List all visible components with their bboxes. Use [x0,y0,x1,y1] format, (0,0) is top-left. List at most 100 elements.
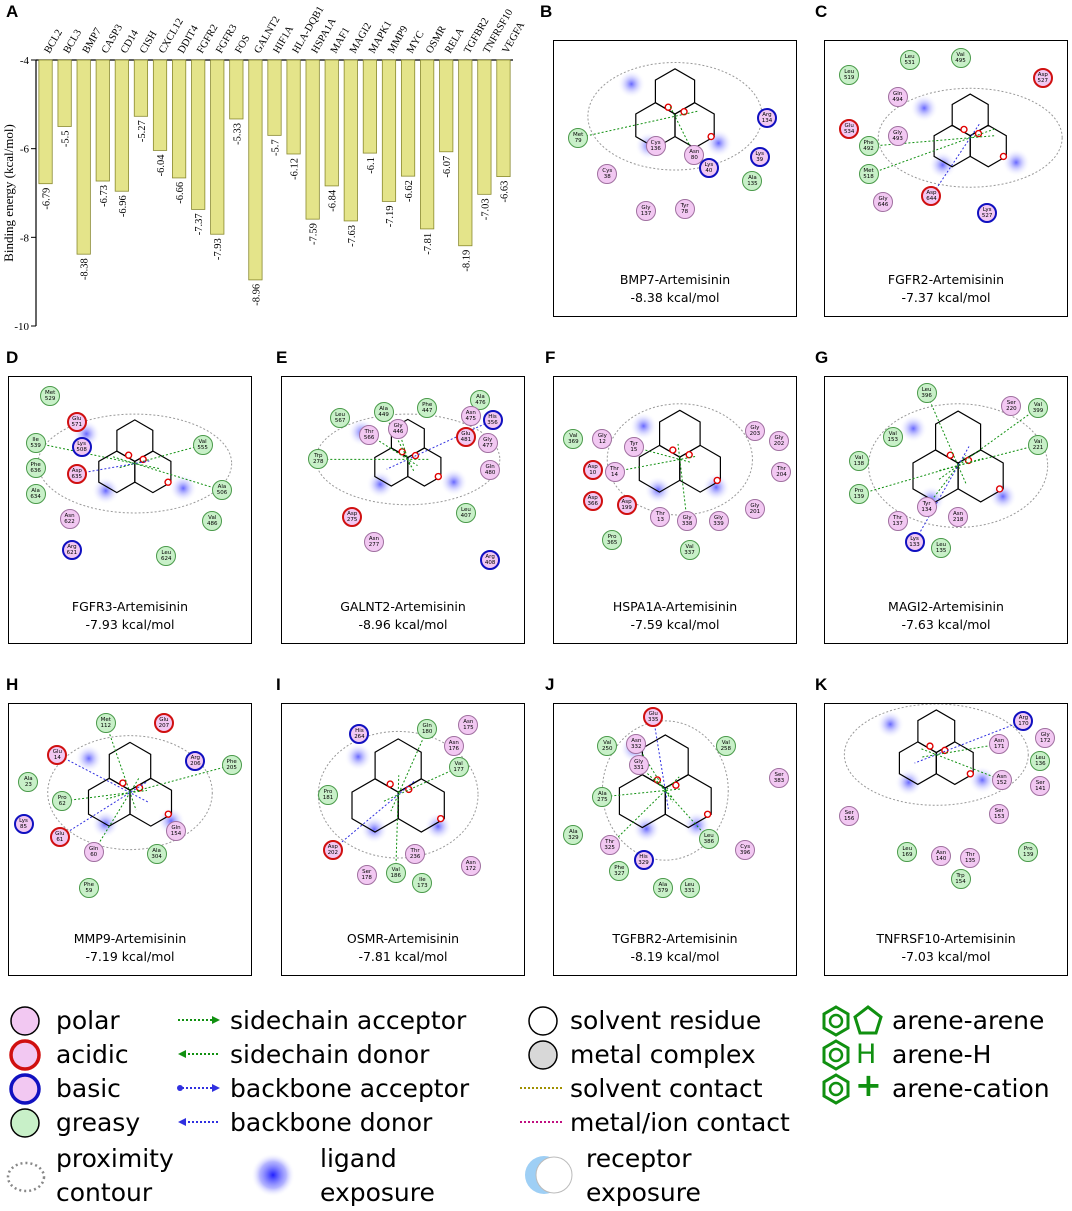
residue-ala-23: Ala 23 [18,772,39,793]
legend-proximity-label-1: proximity [56,1144,174,1173]
residue-name: Val [198,438,207,445]
residue-number: 365 [606,539,618,546]
residue-name: Asn [465,860,476,867]
legend-ligand-exposure-label-1: ligand [320,1144,397,1173]
residue-number: 176 [448,746,460,753]
residue-ala-135: Ala 135 [742,170,763,191]
residue-number: 152 [996,779,1007,786]
ligand-exposure-blob [704,129,733,158]
residue-name: Lys [982,207,992,213]
binding-energy-value: -7.37 kcal/mol [901,290,991,305]
residue-phe-492: Phe 492 [858,136,879,157]
residue-name: Val [569,432,578,439]
ligand-exposure-blob [629,412,658,441]
residue-number: 156 [843,815,855,822]
value-label-magi2: -7.63 [347,225,358,247]
value-label-cxcl12: -6.04 [156,154,167,177]
residue-name: Thr [655,511,666,518]
bar-rela [439,59,454,153]
interaction-line [105,722,137,811]
residue-gly-446: Gly 446 [388,418,409,439]
residue-asn-332: Asn 332 [626,734,647,755]
residue-name: Ala [476,393,485,400]
residue-ala-275: Ala 275 [592,786,613,807]
residue-number: 136 [1035,760,1046,767]
oxygen-atom [436,814,445,823]
residue-name: Asp [926,189,937,196]
residue-val-250: Val 250 [597,736,618,757]
residue-number: 338 [681,521,693,528]
legend-greasy-label: greasy [56,1108,141,1137]
residue-number: 339 [713,521,724,528]
legend-receptor-exposure-label-1: receptor [586,1144,692,1173]
residue-number: 329 [638,860,649,867]
residue-arg-134: Arg 134 [756,108,777,129]
residue-name: Asn [996,773,1007,780]
residue-number: 486 [207,521,218,528]
residue-name: Asn [448,740,459,747]
residue-ser-220: Ser 220 [1001,395,1022,416]
residue-leu-407: Leu 407 [455,502,476,523]
panel-label-b: B [540,2,553,21]
oxygen-atom [386,780,394,788]
oxygen-atom [434,472,442,481]
residue-met-79: Met 79 [568,127,589,148]
residue-number: 332 [631,744,642,751]
ligand-ring [641,734,689,789]
residue-gln-60: Gln 60 [83,841,104,862]
residue-name: Val [1033,401,1043,408]
bar-myc [400,59,416,177]
residue-ser-156: Ser 156 [839,805,860,826]
value-label-myc: -6.62 [404,180,415,202]
residue-gly-202: Gly 202 [769,430,790,451]
residue-phe-447: Phe 447 [417,397,438,418]
interaction-line [386,419,493,470]
residue-number: 331 [633,765,644,772]
ligand-diagram-c [868,87,1063,197]
residue-number: 494 [892,96,903,103]
residue-number: 172 [1039,737,1051,744]
complex-name: BMP7-Artemisinin [619,272,731,287]
residue-ala-329: Ala 329 [563,824,584,845]
residue-cys-38: Cys 38 [597,164,618,185]
panel-label-c: C [815,2,828,21]
residue-name: Cys [650,140,661,147]
residue-name: Cys [740,843,751,850]
residue-number: 571 [71,422,83,429]
ligand-exposure-blob [632,814,661,843]
residue-number: 539 [30,442,41,449]
value-label-ddit4: -6.66 [175,182,186,204]
complex-name: OSMR-Artemisinin [346,931,460,946]
residue-number: 278 [313,459,324,466]
residue-val-486: Val 486 [202,511,223,532]
residue-name: Gly [597,432,607,439]
binding-energy-value: -8.38 kcal/mol [630,290,720,305]
residue-name: Val [454,761,463,768]
residue-number: 399 [1032,407,1044,414]
residue-name: Glu [55,830,65,837]
residue-name: Ile [32,436,39,443]
residue-number: 59 [85,887,93,894]
value-label-galnt2: -8.96 [251,284,262,306]
residue-name: Leu [335,412,345,419]
residue-name: Ala [31,488,40,495]
interaction-line [35,442,160,470]
residue-number: 277 [368,541,380,548]
residue-name: Val [854,455,863,462]
bar-bcl2 [38,59,53,185]
value-label-maf1: -6.84 [328,189,339,212]
residue-number: 527 [1037,77,1049,84]
residue-name: Asp [587,463,598,470]
residue-name: Arg [762,112,772,119]
oxygen-atom [669,446,677,454]
y-tick-label: -4 [20,55,30,67]
legend-metal-ion-contact-symbol [520,1121,562,1123]
ligand-exposure-blob [360,815,389,844]
oxygen-atom [999,152,1008,161]
panel-label-k: K [815,675,828,694]
residue-number: 79 [574,137,582,144]
y-axis-label: Binding energy (kcal/mol) [1,124,16,262]
ligand-ring [934,410,982,464]
oxygen-atom [119,779,127,787]
value-label-bmp7: -8.38 [80,258,91,280]
